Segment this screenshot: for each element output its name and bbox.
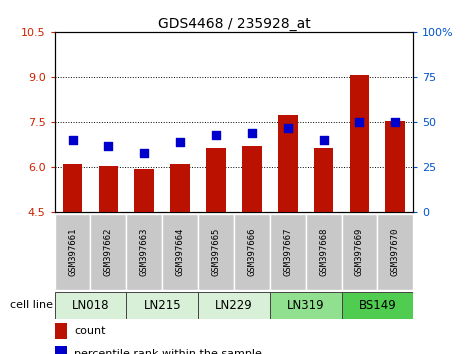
Point xyxy=(284,125,292,130)
Bar xyxy=(270,214,306,290)
Text: GSM397664: GSM397664 xyxy=(176,228,185,276)
Bar xyxy=(91,214,126,290)
Point xyxy=(212,132,220,138)
Bar xyxy=(55,292,126,319)
Text: GSM397670: GSM397670 xyxy=(391,228,400,276)
Bar xyxy=(242,146,262,212)
Point xyxy=(104,143,112,148)
Bar xyxy=(206,148,226,212)
Text: GSM397668: GSM397668 xyxy=(319,228,328,276)
Bar xyxy=(278,115,298,212)
Text: GSM397667: GSM397667 xyxy=(283,228,292,276)
Point xyxy=(141,150,148,156)
Point xyxy=(356,119,363,125)
Bar xyxy=(162,214,198,290)
Bar xyxy=(198,214,234,290)
Text: GSM397666: GSM397666 xyxy=(247,228,257,276)
Bar xyxy=(55,323,67,339)
Bar xyxy=(314,148,333,212)
Point xyxy=(248,130,256,136)
Text: GSM397662: GSM397662 xyxy=(104,228,113,276)
Bar xyxy=(126,292,198,319)
Bar xyxy=(342,292,413,319)
Text: LN018: LN018 xyxy=(72,299,109,312)
Bar xyxy=(134,169,154,212)
Bar xyxy=(170,164,190,212)
Bar xyxy=(350,75,370,212)
Bar xyxy=(63,164,83,212)
Bar xyxy=(306,214,342,290)
Bar xyxy=(55,214,91,290)
Point xyxy=(320,137,327,143)
Bar xyxy=(55,346,67,354)
Text: count: count xyxy=(75,326,106,337)
Bar xyxy=(98,166,118,212)
Bar xyxy=(385,121,405,212)
Text: cell line: cell line xyxy=(10,300,53,310)
Point xyxy=(176,139,184,145)
Text: LN229: LN229 xyxy=(215,299,253,312)
Point xyxy=(391,119,399,125)
Point xyxy=(69,137,76,143)
Text: GSM397663: GSM397663 xyxy=(140,228,149,276)
Text: GSM397661: GSM397661 xyxy=(68,228,77,276)
Text: percentile rank within the sample: percentile rank within the sample xyxy=(75,349,262,354)
Bar xyxy=(378,214,413,290)
Bar xyxy=(198,292,270,319)
Bar xyxy=(342,214,378,290)
Bar xyxy=(234,214,270,290)
Bar xyxy=(126,214,162,290)
Title: GDS4468 / 235928_at: GDS4468 / 235928_at xyxy=(158,17,310,31)
Text: BS149: BS149 xyxy=(359,299,396,312)
Text: GSM397669: GSM397669 xyxy=(355,228,364,276)
Bar xyxy=(270,292,342,319)
Text: LN215: LN215 xyxy=(143,299,181,312)
Text: LN319: LN319 xyxy=(287,299,324,312)
Text: GSM397665: GSM397665 xyxy=(211,228,220,276)
